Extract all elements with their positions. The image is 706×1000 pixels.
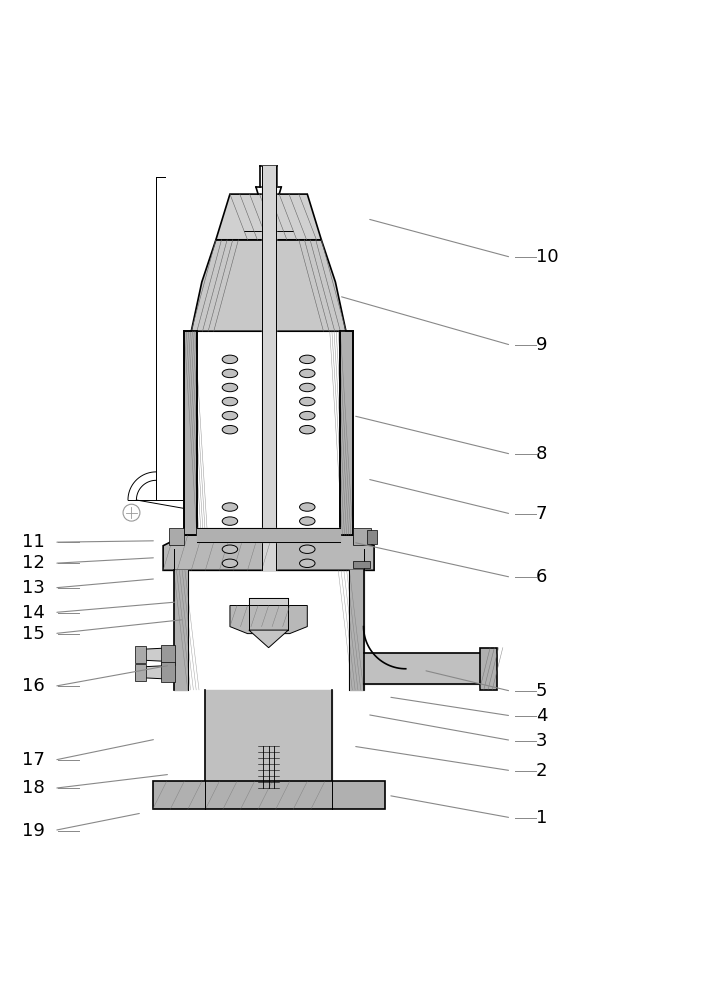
Bar	[367, 530, 377, 544]
Polygon shape	[184, 331, 197, 535]
Text: 12: 12	[23, 554, 45, 572]
Polygon shape	[152, 781, 385, 809]
Ellipse shape	[299, 369, 315, 378]
Text: 6: 6	[536, 568, 547, 586]
Polygon shape	[163, 535, 374, 570]
Ellipse shape	[222, 531, 238, 539]
Polygon shape	[145, 648, 174, 662]
Ellipse shape	[299, 383, 315, 392]
Bar	[353, 537, 370, 544]
Ellipse shape	[299, 531, 315, 539]
Ellipse shape	[299, 355, 315, 364]
Polygon shape	[340, 331, 353, 535]
Text: 9: 9	[536, 336, 547, 354]
Ellipse shape	[299, 503, 315, 511]
Polygon shape	[145, 665, 174, 679]
Bar	[353, 528, 371, 545]
Text: 19: 19	[23, 822, 45, 840]
Ellipse shape	[222, 411, 238, 420]
Bar	[169, 528, 184, 545]
Ellipse shape	[222, 517, 238, 525]
Polygon shape	[479, 648, 497, 690]
Text: 16: 16	[23, 677, 45, 695]
Ellipse shape	[299, 559, 315, 568]
Text: 5: 5	[536, 682, 547, 700]
Polygon shape	[216, 194, 321, 240]
Text: 3: 3	[536, 732, 547, 750]
Bar	[161, 662, 175, 682]
Text: 4: 4	[536, 707, 547, 725]
Bar	[135, 664, 146, 681]
Ellipse shape	[222, 397, 238, 406]
Ellipse shape	[299, 411, 315, 420]
Ellipse shape	[299, 425, 315, 434]
Ellipse shape	[222, 425, 238, 434]
Ellipse shape	[222, 369, 238, 378]
Ellipse shape	[222, 545, 238, 553]
Text: 15: 15	[23, 625, 45, 643]
Ellipse shape	[222, 503, 238, 511]
Text: 17: 17	[23, 751, 45, 769]
Polygon shape	[249, 630, 288, 648]
Ellipse shape	[299, 545, 315, 553]
Text: 1: 1	[536, 809, 547, 827]
Ellipse shape	[222, 559, 238, 568]
Text: 2: 2	[536, 762, 547, 780]
Bar	[353, 561, 370, 568]
Polygon shape	[191, 240, 346, 331]
Text: 7: 7	[536, 505, 547, 523]
Ellipse shape	[299, 517, 315, 525]
Text: 18: 18	[23, 779, 45, 797]
Polygon shape	[230, 605, 307, 634]
Bar	[135, 646, 146, 663]
Text: 8: 8	[536, 445, 547, 463]
Text: 11: 11	[23, 533, 45, 551]
Bar	[161, 645, 175, 665]
Text: 14: 14	[23, 604, 45, 622]
Ellipse shape	[299, 397, 315, 406]
Text: 13: 13	[23, 579, 45, 597]
Ellipse shape	[222, 355, 238, 364]
Ellipse shape	[222, 383, 238, 392]
Text: 10: 10	[536, 248, 558, 266]
